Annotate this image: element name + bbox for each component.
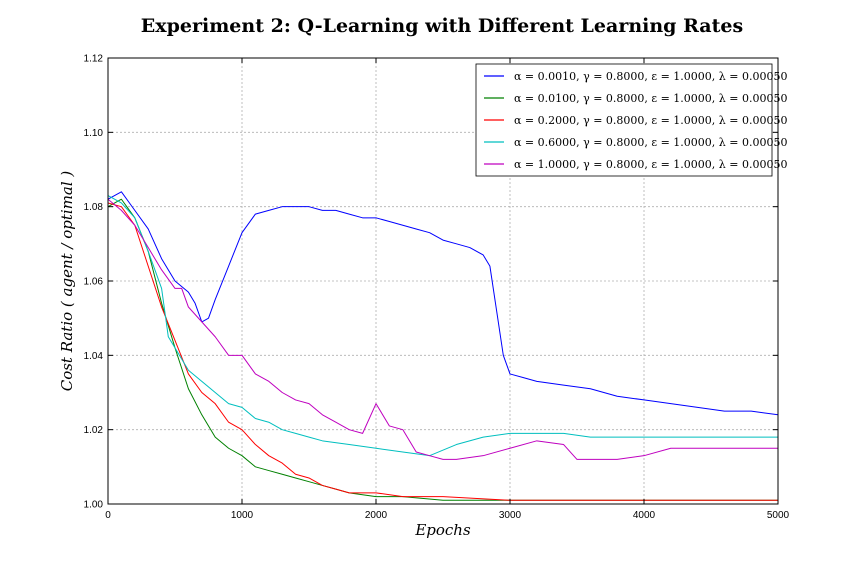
x-tick-label: 5000 (767, 510, 790, 521)
chart-title: Experiment 2: Q-Learning with Different … (141, 15, 743, 37)
series-line-2 (108, 198, 778, 501)
x-axis-label: Epochs (414, 521, 471, 539)
legend-box (475, 63, 773, 177)
axis-ticks: 0 1000 2000 3000 4000 5000 1.00 1.02 1.04 1.06 1.0… (84, 54, 790, 522)
legend-entry: α = 1.0000, γ = 0.8000, ε = 1.0000, λ = … (514, 158, 787, 171)
y-tick-label: 1.02 (84, 425, 104, 436)
x-tick-label: 4000 (633, 510, 656, 521)
y-tick-label: 1.00 (84, 500, 104, 511)
series-line-1 (108, 191, 778, 416)
x-tick-label: 0 (105, 510, 111, 521)
legend-entry: α = 0.2000, γ = 0.8000, ε = 1.0000, λ = … (514, 114, 787, 127)
legend-entry: α = 0.0100, γ = 0.8000, ε = 1.0000, λ = … (514, 92, 787, 105)
legend: α = 0.0010, γ = 0.8000, ε = 1.0000, λ = … (475, 63, 787, 177)
series-line-3 (108, 202, 778, 501)
series-lines (108, 191, 778, 501)
series-line-5 (108, 198, 778, 460)
series-line-4 (108, 195, 778, 457)
x-tick-label: 3000 (499, 510, 522, 521)
y-tick-label: 1.06 (84, 277, 104, 288)
legend-entry: α = 0.6000, γ = 0.8000, ε = 1.0000, λ = … (514, 136, 787, 149)
legend-entry: α = 0.0010, γ = 0.8000, ε = 1.0000, λ = … (514, 70, 787, 83)
y-tick-label: 1.10 (84, 128, 104, 139)
x-tick-label: 2000 (365, 510, 388, 521)
y-tick-label: 1.04 (84, 351, 104, 362)
y-axis-label: Cost Ratio ( agent / optimal ) (58, 171, 76, 392)
y-tick-label: 1.12 (84, 54, 104, 65)
y-tick-label: 1.08 (84, 202, 104, 213)
x-tick-label: 1000 (231, 510, 254, 521)
